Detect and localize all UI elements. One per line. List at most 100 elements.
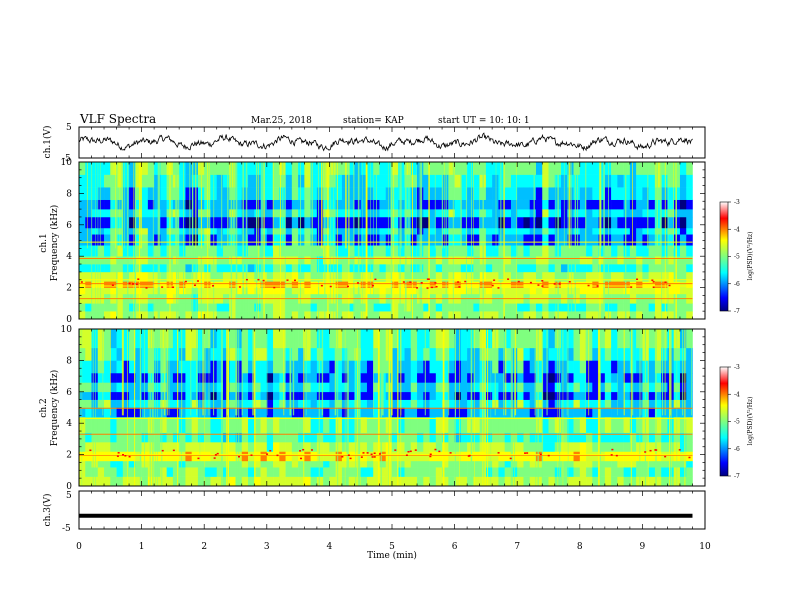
spectrogram-cell (648, 162, 656, 175)
spectrogram-cell (548, 460, 556, 468)
spectrogram-cell (147, 199, 155, 210)
spectrogram-cell (548, 264, 556, 273)
spectrogram-cell (535, 467, 543, 477)
spectrogram-cell (460, 407, 468, 418)
spectrogram-cell (235, 287, 243, 295)
spectrogram-cell (542, 467, 549, 477)
spectrogram-cell (216, 460, 224, 468)
spectrogram-cell (310, 311, 318, 320)
spectrogram-cell (266, 407, 274, 418)
spectrogram-cell (373, 264, 380, 273)
spectrogram-cell (216, 476, 224, 487)
spectrogram-cell (310, 162, 318, 175)
ch2-spectrogram-xticks (78, 329, 706, 486)
spectrogram-cell (279, 303, 286, 312)
spectrogram-cell (417, 416, 424, 433)
spectrogram-cell (542, 432, 549, 443)
spectrogram-cell (129, 432, 136, 443)
ch3-waveform-ylabel: ch.3(V) (42, 494, 53, 527)
spectrogram-cell (141, 287, 149, 295)
spectrogram-cell (185, 382, 192, 393)
spectrogram-cell (429, 303, 437, 312)
spectrogram-cell (348, 209, 355, 218)
spectrogram-cell (448, 467, 455, 477)
spectrogram-cell (548, 372, 556, 383)
spectrogram-cell (392, 209, 399, 218)
spectrogram-cell (122, 311, 130, 320)
spectrogram-cell (529, 199, 537, 210)
spectrogram-cell (254, 281, 261, 288)
spectrogram-cell (135, 399, 142, 408)
spectrogram-cell (435, 460, 443, 468)
spectrogram-cell (273, 234, 280, 246)
psd-peak (407, 451, 410, 453)
spectrogram-cell (85, 467, 92, 477)
spectrogram-cell (229, 460, 236, 468)
psd-peak (184, 280, 187, 283)
spectrogram-cell (592, 227, 599, 235)
spectrogram-cell (248, 329, 255, 349)
spectrogram-cell (185, 360, 192, 374)
spectrogram-cell (473, 303, 480, 312)
spectrogram-cell (104, 281, 111, 288)
spectrogram-cell (291, 467, 299, 477)
spectrogram-cell (97, 287, 105, 295)
spectrogram-cell (504, 271, 512, 282)
spectrogram-cell (423, 432, 430, 443)
spectrogram-cell (448, 391, 455, 400)
spectrogram-cell (410, 416, 418, 433)
spectrogram-cell (179, 216, 186, 229)
spectrogram-cell (335, 416, 343, 433)
spectrogram-cell (129, 216, 136, 229)
spectrogram-cell (329, 174, 336, 188)
spectrogram-cell (467, 187, 474, 200)
spectrogram-cell (460, 227, 468, 235)
spectrogram-cell (129, 329, 136, 349)
spectrogram-cell (273, 442, 280, 452)
spectrogram-cell (492, 460, 499, 468)
spectrogram-cell (392, 467, 399, 477)
spectrogram-cell (636, 216, 643, 229)
spectrogram-cell (254, 476, 261, 487)
y-tick-label: 10 (61, 158, 73, 168)
spectrogram-cell (266, 391, 274, 400)
spectrogram-cell (623, 245, 631, 257)
spectrogram-cell (147, 391, 155, 400)
spectrogram-cell (567, 416, 574, 433)
spectrogram-cell (498, 432, 505, 443)
spectrogram-cell (298, 399, 305, 408)
spectrogram-cell (642, 256, 649, 265)
spectrogram-cell (586, 372, 593, 383)
spectrogram-cell (154, 234, 161, 246)
spectrogram-cell (116, 442, 124, 452)
spectrogram-cell (517, 287, 524, 295)
spectrogram-cell (323, 442, 330, 452)
psd-peak (212, 285, 215, 287)
figure-start-time: start UT = 10: 10: 1 (438, 116, 530, 126)
spectrogram-cell (316, 372, 324, 383)
spectrogram-cell (266, 287, 274, 295)
spectrogram-cell (310, 281, 318, 288)
spectrogram-cell (460, 174, 468, 188)
spectrogram-cell (335, 264, 343, 273)
spectrogram-cell (91, 209, 99, 218)
spectrogram-cell (586, 329, 593, 349)
spectrogram-cell (598, 303, 606, 312)
spectrogram-cell (467, 347, 474, 361)
spectrogram-cell (529, 467, 537, 477)
spectrogram-cell (485, 271, 493, 282)
spectrogram-cell (561, 245, 568, 257)
spectrogram-cell (435, 174, 443, 188)
spectrogram-cell (517, 451, 524, 462)
spectrogram-cell (498, 209, 505, 218)
spectrogram-cell (348, 281, 355, 288)
spectrogram-cell (147, 264, 155, 273)
spectrogram-cell (254, 432, 261, 443)
spectrogram-cell (316, 399, 324, 408)
spectrogram-cell (279, 329, 286, 349)
spectrogram-cell (617, 476, 624, 487)
spectrogram-cell (85, 416, 92, 433)
spectrogram-cell (454, 227, 462, 235)
spectrogram-cell (448, 199, 455, 210)
spectrogram-cell (636, 347, 643, 361)
